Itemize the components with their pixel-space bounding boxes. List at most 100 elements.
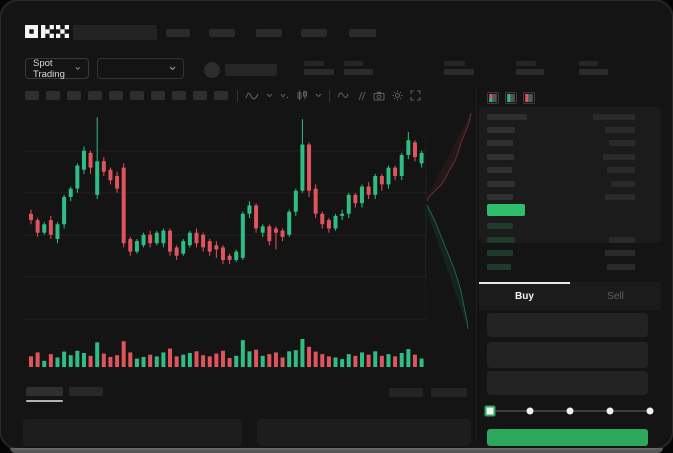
timeframe-button[interactable]	[46, 91, 60, 100]
device-bezel	[10, 448, 663, 453]
ask-row[interactable]	[487, 127, 635, 133]
order-input-field-3[interactable]	[487, 371, 648, 395]
nav-item-placeholder[interactable]	[256, 29, 282, 37]
timeframe-button[interactable]	[214, 91, 228, 100]
candle-body	[35, 220, 40, 233]
amount-placeholder	[605, 250, 635, 256]
pair-dropdown[interactable]	[97, 58, 184, 79]
volume-bar	[247, 351, 252, 367]
amount-placeholder	[607, 167, 635, 174]
bottom-action-2[interactable]	[431, 388, 467, 397]
volume-bar	[419, 358, 424, 367]
bid-row[interactable]	[487, 236, 635, 243]
timeframe-button[interactable]	[25, 91, 39, 100]
bid-row[interactable]	[487, 263, 635, 270]
volume-bar	[287, 351, 292, 367]
candle-body	[333, 215, 338, 229]
ask-row[interactable]	[487, 140, 635, 147]
volume-bar	[240, 340, 245, 367]
indicator-chevron-icon[interactable]	[280, 92, 289, 99]
submit-order-button[interactable]	[487, 429, 648, 446]
candle-body	[134, 241, 139, 252]
bottom-tab-2[interactable]	[69, 387, 103, 396]
candle-body	[373, 176, 378, 195]
camera-icon[interactable]	[373, 91, 385, 101]
nav-item-placeholder[interactable]	[301, 29, 327, 37]
ask-row[interactable]	[487, 194, 635, 200]
nav-item-placeholder[interactable]	[209, 29, 235, 37]
timeframe-button[interactable]	[67, 91, 81, 100]
timeframe-button[interactable]	[151, 91, 165, 100]
settings-gear-icon[interactable]	[392, 90, 403, 101]
candlestick-chart[interactable]	[23, 109, 427, 371]
order-input-field-2[interactable]	[487, 342, 648, 368]
order-input-field-1[interactable]	[487, 313, 648, 337]
fullscreen-icon[interactable]	[410, 90, 421, 101]
bottom-action-1[interactable]	[389, 388, 423, 397]
candle-body	[220, 247, 225, 260]
timeframe-button[interactable]	[130, 91, 144, 100]
book-asks-icon[interactable]	[523, 92, 535, 104]
slider-dot[interactable]	[566, 407, 574, 415]
volume-bar	[214, 353, 219, 367]
book-both-icon[interactable]	[487, 92, 499, 104]
bid-row[interactable]	[487, 223, 635, 229]
stripe	[507, 96, 515, 98]
candle-body	[121, 167, 126, 244]
tab-buy[interactable]: Buy	[479, 282, 570, 310]
market-type-selector[interactable]: Spot Trading	[25, 58, 89, 80]
timeframe-button[interactable]	[172, 91, 186, 100]
line-style-icon[interactable]	[245, 91, 259, 101]
ask-row[interactable]	[487, 180, 635, 187]
search-placeholder[interactable]	[73, 25, 157, 40]
candle-body	[141, 234, 146, 246]
timeframe-button[interactable]	[88, 91, 102, 100]
nav-item-placeholder[interactable]	[349, 29, 376, 37]
volume-bar	[340, 359, 345, 367]
price-placeholder	[487, 114, 527, 120]
orderbook-header[interactable]	[487, 114, 635, 120]
slider-handle[interactable]	[484, 405, 496, 417]
ask-row[interactable]	[487, 167, 635, 174]
volume-bar	[300, 339, 305, 367]
amount-percent-slider[interactable]	[484, 405, 654, 417]
candle-body	[254, 205, 259, 229]
volume-bar	[313, 351, 318, 367]
bottom-tab-1[interactable]	[26, 387, 63, 396]
volume-bar	[168, 348, 173, 367]
ask-row[interactable]	[487, 153, 635, 160]
timeframe-button[interactable]	[109, 91, 123, 100]
buy-sell-tabs: Buy Sell	[479, 282, 661, 310]
stat-label-placeholder	[579, 61, 598, 66]
pair-logo-avatar[interactable]	[204, 62, 220, 78]
price-placeholder	[487, 223, 513, 229]
amount-placeholder	[605, 194, 635, 200]
orderbook-mid-price[interactable]	[487, 204, 525, 216]
slider-dot[interactable]	[606, 407, 614, 415]
chart-tools	[237, 88, 421, 103]
slider-dot[interactable]	[646, 407, 654, 415]
depth-line	[426, 204, 469, 330]
candle-type-icon[interactable]	[296, 90, 308, 101]
tab-sell[interactable]: Sell	[607, 290, 624, 302]
okx-logo[interactable]	[25, 25, 69, 39]
nav-item-placeholder[interactable]	[166, 29, 190, 37]
timeframe-button[interactable]	[193, 91, 207, 100]
chevron-down-icon[interactable]	[315, 93, 322, 98]
book-bids-icon[interactable]	[505, 92, 517, 104]
chevron-down-icon[interactable]	[266, 93, 273, 98]
candle-body	[307, 144, 312, 191]
candle-body	[379, 176, 384, 185]
volume-bar	[366, 354, 371, 367]
depth-overlay	[425, 112, 472, 330]
candle-body	[48, 220, 53, 235]
wave-icon[interactable]	[337, 91, 349, 100]
candle-body	[154, 232, 159, 244]
candle-body	[168, 230, 173, 252]
stat-value-placeholder	[304, 69, 334, 75]
candle-body	[240, 213, 245, 258]
volume-bar	[181, 354, 186, 367]
compare-lines-icon[interactable]	[356, 91, 366, 101]
slider-dot[interactable]	[526, 407, 534, 415]
bid-row[interactable]	[487, 250, 635, 256]
